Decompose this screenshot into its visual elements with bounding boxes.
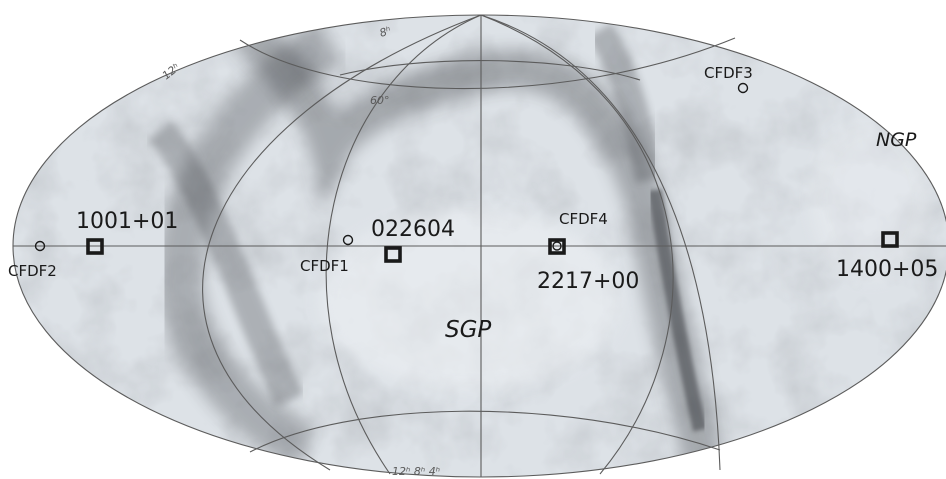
comparison-field-label: CFDF2 xyxy=(8,262,57,280)
ngp-label: NGP xyxy=(876,129,917,151)
comparison-field-label: CFDF4 xyxy=(559,210,608,228)
survey-field-label: 1400+05 xyxy=(836,257,938,282)
sgp-light-region xyxy=(320,210,620,390)
comparison-field-label: CFDF3 xyxy=(704,64,753,82)
dec-label-top: 60° xyxy=(370,94,390,107)
ra-label-bottom: 12ʰ 8ʰ 4ʰ xyxy=(392,465,440,478)
sgp-label: SGP xyxy=(445,317,491,343)
survey-field-label: 2217+00 xyxy=(537,269,639,294)
comparison-field-label: CFDF1 xyxy=(300,257,349,275)
survey-field-label: 022604 xyxy=(371,217,455,242)
survey-field-label: 1001+01 xyxy=(76,209,178,234)
